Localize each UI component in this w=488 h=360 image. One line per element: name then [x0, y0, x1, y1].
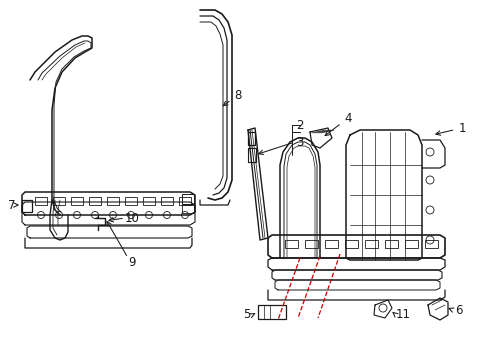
Bar	[22, 200, 32, 212]
Bar	[125, 197, 137, 205]
Bar	[424, 240, 437, 248]
Bar	[364, 240, 377, 248]
Bar	[258, 305, 285, 319]
Text: 8: 8	[223, 89, 241, 106]
Bar	[179, 197, 191, 205]
Text: 11: 11	[395, 309, 410, 321]
Bar	[53, 197, 65, 205]
Text: 5: 5	[242, 309, 249, 321]
Bar	[35, 197, 47, 205]
Bar	[404, 240, 417, 248]
Text: 3: 3	[296, 135, 303, 149]
Bar	[71, 197, 83, 205]
Bar	[345, 240, 357, 248]
Text: 6: 6	[454, 303, 462, 316]
Text: 1: 1	[435, 122, 465, 135]
Bar	[161, 197, 173, 205]
Text: 4: 4	[325, 112, 351, 136]
Text: 9: 9	[128, 256, 136, 269]
Bar	[384, 240, 397, 248]
Bar	[89, 197, 101, 205]
Bar	[305, 240, 317, 248]
Bar	[107, 197, 119, 205]
Bar	[182, 194, 194, 204]
Bar	[182, 205, 194, 213]
Text: 10: 10	[125, 212, 140, 225]
Bar	[142, 197, 155, 205]
Text: 7: 7	[8, 198, 16, 212]
Bar	[325, 240, 337, 248]
Bar	[285, 240, 297, 248]
Text: 2: 2	[296, 118, 303, 131]
